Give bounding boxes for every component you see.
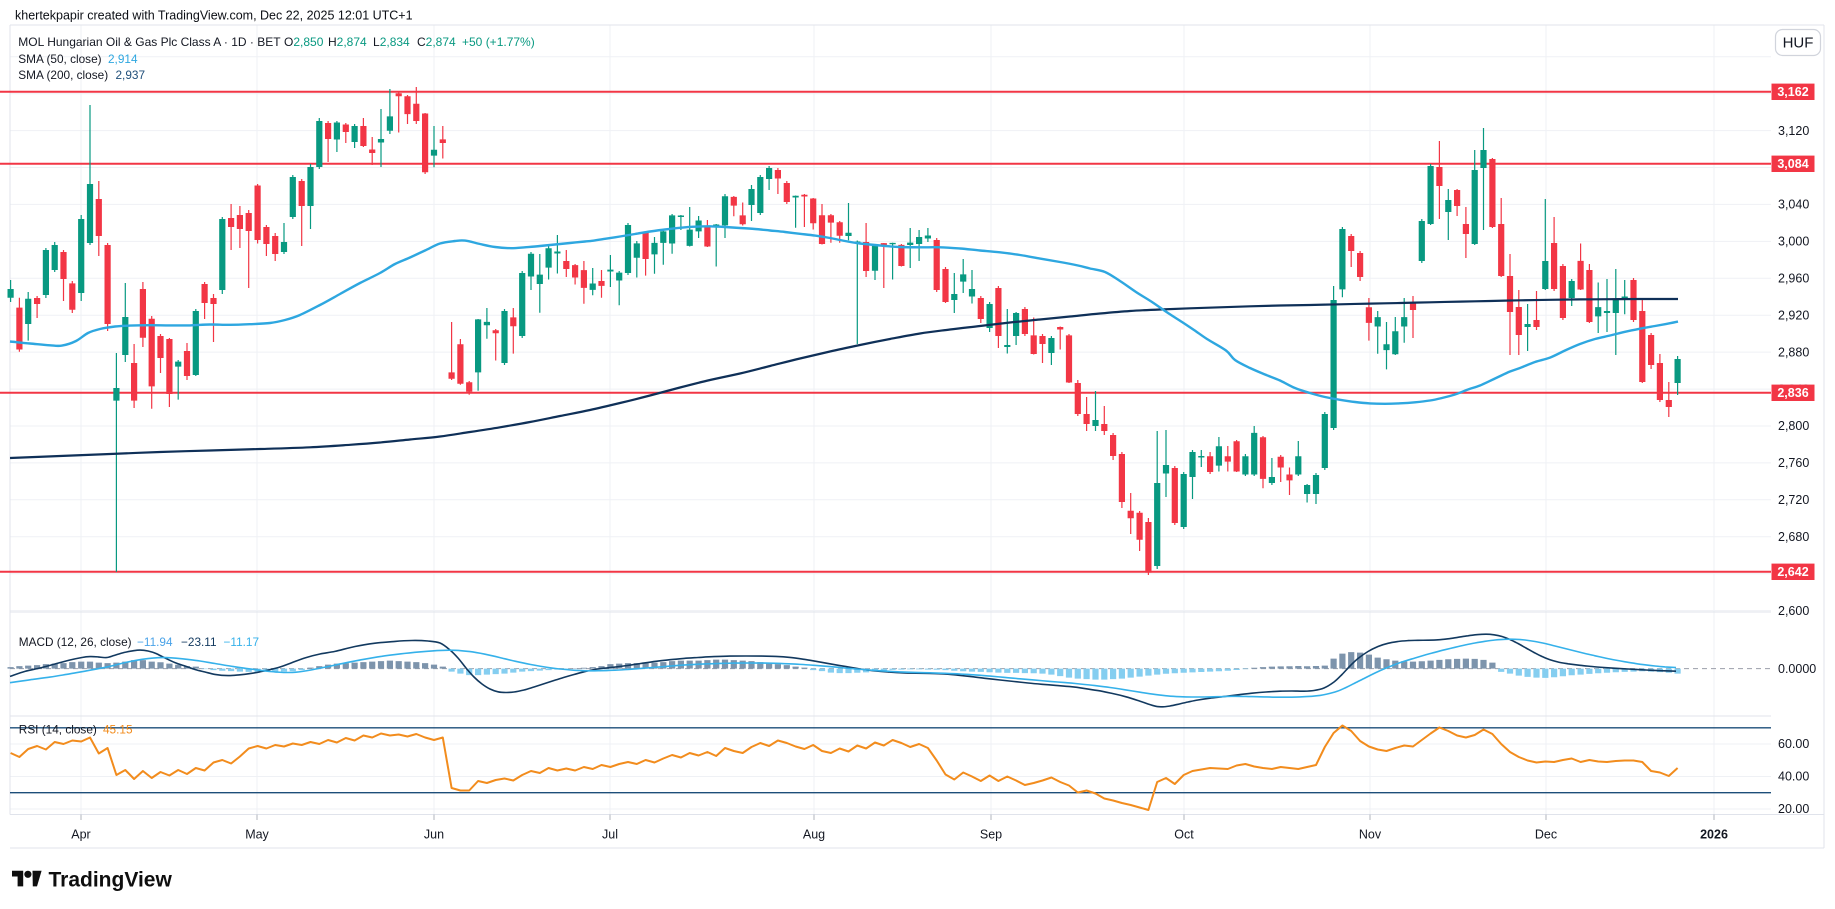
svg-text:2,836: 2,836 xyxy=(1777,386,1808,400)
svg-text:60.00: 60.00 xyxy=(1778,737,1809,751)
svg-text:2,960: 2,960 xyxy=(1778,272,1809,286)
svg-text:MACD (12, 26, close)−11.94−23.: MACD (12, 26, close) −11.94 −23.11 −11.17 xyxy=(19,635,259,649)
svg-text:Jun: Jun xyxy=(424,828,444,842)
svg-text:2,600: 2,600 xyxy=(1778,604,1809,618)
svg-text:Jul: Jul xyxy=(602,828,618,842)
svg-text:SMA (200, close)2,937: SMA (200, close) 2,937 xyxy=(18,68,145,82)
svg-text:2,880: 2,880 xyxy=(1778,345,1809,359)
svg-text:khertekpapir created with Trad: khertekpapir created with TradingView.co… xyxy=(15,9,413,23)
svg-text:2,642: 2,642 xyxy=(1777,565,1808,579)
svg-text:0.0000: 0.0000 xyxy=(1778,662,1816,676)
svg-text:3,162: 3,162 xyxy=(1777,85,1808,99)
svg-text:MOL Hungarian Oil & Gas Plc Cl: MOL Hungarian Oil & Gas Plc Class A · 1D… xyxy=(18,35,534,49)
svg-text:Nov: Nov xyxy=(1359,828,1382,842)
svg-text:3,084: 3,084 xyxy=(1777,157,1808,171)
svg-text:RSI (14, close)45.15: RSI (14, close) 45.15 xyxy=(19,723,133,737)
svg-text:3,040: 3,040 xyxy=(1778,198,1809,212)
svg-text:Aug: Aug xyxy=(803,828,825,842)
svg-text:2,760: 2,760 xyxy=(1778,456,1809,470)
svg-text:2,800: 2,800 xyxy=(1778,419,1809,433)
svg-text:2026: 2026 xyxy=(1700,828,1728,842)
svg-text:May: May xyxy=(245,828,269,842)
svg-text:SMA (50, close)2,914: SMA (50, close) 2,914 xyxy=(18,52,138,66)
svg-text:2,720: 2,720 xyxy=(1778,493,1809,507)
svg-text:40.00: 40.00 xyxy=(1778,770,1809,784)
svg-text:HUF: HUF xyxy=(1783,35,1814,52)
svg-text:3,000: 3,000 xyxy=(1778,235,1809,249)
svg-text:Apr: Apr xyxy=(71,828,90,842)
svg-text:2,680: 2,680 xyxy=(1778,530,1809,544)
svg-text:3,120: 3,120 xyxy=(1778,124,1809,138)
svg-text:Sep: Sep xyxy=(980,828,1002,842)
svg-text:Oct: Oct xyxy=(1174,828,1194,842)
svg-text:Dec: Dec xyxy=(1535,828,1557,842)
svg-text:20.00: 20.00 xyxy=(1778,802,1809,816)
svg-text:TradingView: TradingView xyxy=(49,869,173,892)
svg-text:2,920: 2,920 xyxy=(1778,308,1809,322)
